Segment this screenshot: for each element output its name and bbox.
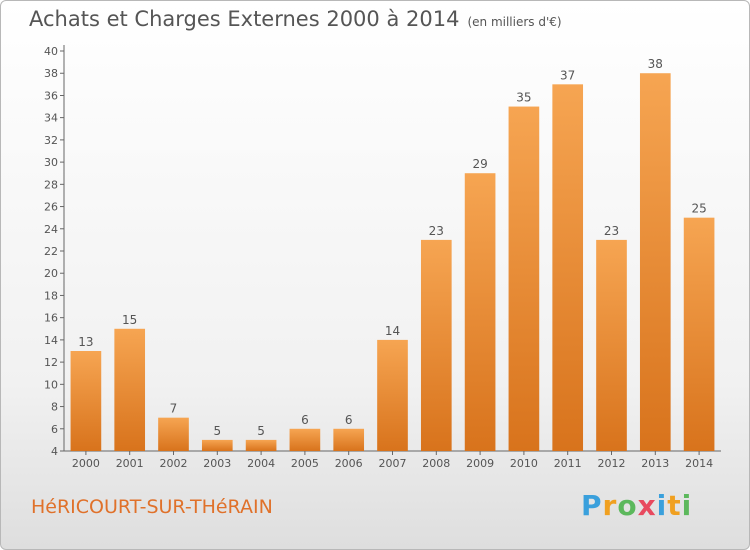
- x-tick-label: 2009: [466, 457, 494, 470]
- y-tick-label: 16: [44, 312, 58, 325]
- data-label: 23: [604, 224, 619, 238]
- data-label: 38: [648, 57, 663, 71]
- logo-letter: o: [617, 489, 638, 522]
- x-tick-label: 2010: [510, 457, 538, 470]
- bar: [245, 439, 277, 451]
- data-label: 14: [385, 324, 400, 338]
- chart-title-text: Achats et Charges Externes 2000 à 2014: [29, 7, 460, 31]
- y-tick-label: 12: [44, 356, 58, 369]
- bar: [552, 84, 584, 451]
- logo-letter: i: [681, 489, 693, 522]
- bar: [289, 428, 321, 451]
- bar: [639, 73, 671, 451]
- y-tick-label: 38: [44, 67, 58, 80]
- chart-title: Achats et Charges Externes 2000 à 2014 (e…: [29, 7, 562, 31]
- y-tick-label: 22: [44, 245, 58, 258]
- x-tick-label: 2004: [247, 457, 275, 470]
- bar: [377, 339, 408, 451]
- data-label: 37: [560, 68, 575, 82]
- bar: [114, 328, 146, 451]
- x-tick-label: 2003: [203, 457, 231, 470]
- data-label: 6: [301, 413, 309, 427]
- y-tick-label: 32: [44, 134, 58, 147]
- data-label: 13: [78, 335, 93, 349]
- x-tick-label: 2011: [554, 457, 582, 470]
- data-label: 7: [170, 402, 178, 416]
- logo-letter: P: [581, 489, 603, 522]
- y-tick-label: 30: [44, 156, 58, 169]
- bar: [508, 106, 540, 452]
- bar: [464, 173, 496, 451]
- data-label: 15: [122, 313, 137, 327]
- y-tick-label: 6: [51, 423, 58, 436]
- data-label: 5: [213, 424, 221, 438]
- x-tick-label: 2001: [116, 457, 144, 470]
- y-tick-label: 28: [44, 178, 58, 191]
- logo-letter: t: [667, 489, 682, 522]
- x-tick-label: 2014: [685, 457, 713, 470]
- data-label: 35: [516, 91, 531, 105]
- y-tick-label: 36: [44, 89, 58, 102]
- y-tick-label: 18: [44, 289, 58, 302]
- x-tick-label: 2008: [422, 457, 450, 470]
- y-tick-label: 14: [44, 334, 58, 347]
- bar: [683, 217, 715, 451]
- data-label: 25: [691, 202, 706, 216]
- logo-letter: i: [656, 489, 668, 522]
- data-label: 23: [429, 224, 444, 238]
- y-tick-label: 20: [44, 267, 58, 280]
- y-tick-label: 40: [44, 45, 58, 58]
- logo-letter: x: [637, 489, 657, 522]
- y-tick-label: 34: [44, 112, 58, 125]
- x-tick-label: 2007: [379, 457, 407, 470]
- bar: [333, 428, 365, 451]
- proxiti-logo: Proxiti: [581, 489, 692, 522]
- x-tick-label: 2000: [72, 457, 100, 470]
- chart-unit: (en milliers d'€): [467, 15, 562, 29]
- bar: [596, 239, 627, 451]
- x-tick-label: 2005: [291, 457, 319, 470]
- y-tick-label: 26: [44, 201, 58, 214]
- x-tick-label: 2006: [335, 457, 363, 470]
- data-label: 29: [472, 157, 487, 171]
- bar: [201, 439, 233, 451]
- data-label: 6: [345, 413, 353, 427]
- bar: [70, 351, 102, 451]
- y-tick-label: 8: [51, 401, 58, 414]
- y-tick-label: 10: [44, 378, 58, 391]
- x-tick-label: 2002: [160, 457, 188, 470]
- commune-name: HéRICOURT-SUR-THéRAIN: [31, 496, 273, 518]
- x-tick-label: 2013: [641, 457, 669, 470]
- bar: [420, 239, 452, 451]
- data-label: 5: [257, 424, 265, 438]
- x-tick-label: 2012: [598, 457, 626, 470]
- logo-letter: r: [602, 489, 618, 522]
- y-tick-label: 4: [51, 445, 58, 458]
- bar: [158, 417, 189, 451]
- y-tick-label: 24: [44, 223, 58, 236]
